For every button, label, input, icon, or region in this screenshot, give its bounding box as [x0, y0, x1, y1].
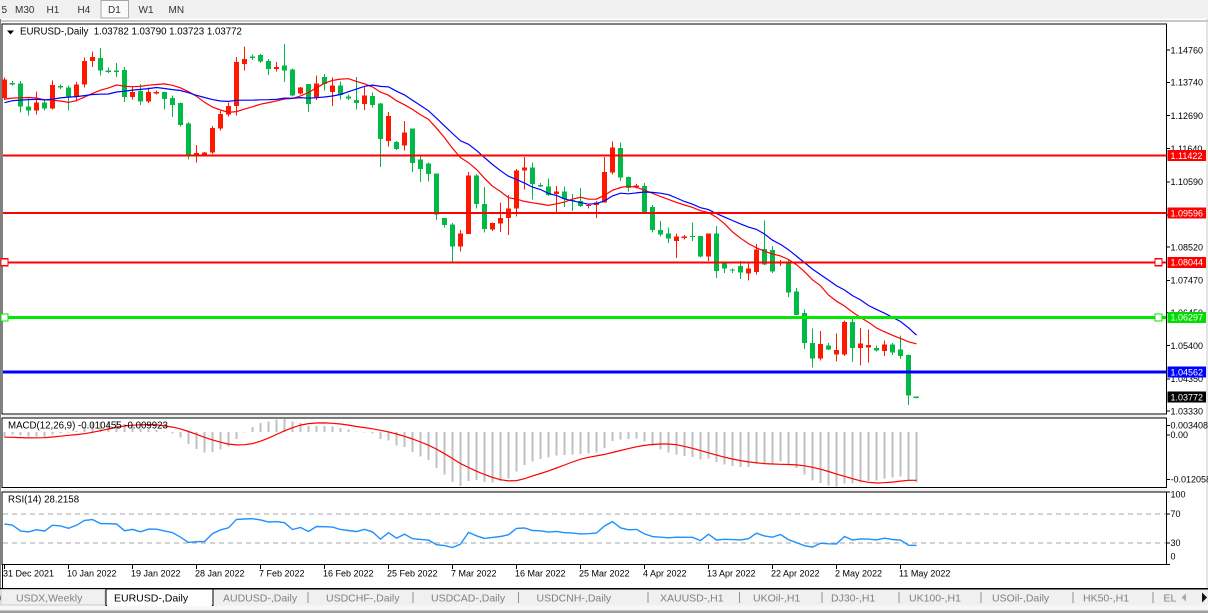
svg-text:UK100-,H1: UK100-,H1 — [909, 593, 961, 605]
svg-text:1.09596: 1.09596 — [1171, 209, 1204, 219]
svg-text:-0.012058: -0.012058 — [1171, 475, 1208, 485]
svg-text:RSI(14) 28.2158: RSI(14) 28.2158 — [8, 495, 79, 506]
svg-text:1.04562: 1.04562 — [1171, 368, 1204, 378]
svg-text:USDCHF-,Daily: USDCHF-,Daily — [326, 593, 400, 605]
svg-text:W1: W1 — [139, 5, 154, 16]
svg-text:25 Feb 2022: 25 Feb 2022 — [387, 569, 438, 579]
svg-text:1.04350: 1.04350 — [1171, 374, 1204, 384]
svg-text:13 Apr 2022: 13 Apr 2022 — [707, 569, 756, 579]
svg-text:28 Jan 2022: 28 Jan 2022 — [195, 569, 245, 579]
svg-text:XAUUSD-,H1: XAUUSD-,H1 — [660, 593, 724, 605]
svg-text:16 Mar 2022: 16 Mar 2022 — [515, 569, 566, 579]
svg-text:H1: H1 — [47, 5, 60, 16]
svg-text:USDX,Weekly: USDX,Weekly — [16, 593, 83, 605]
svg-text:0: 0 — [1171, 552, 1176, 562]
svg-text:1.14760: 1.14760 — [1171, 45, 1204, 55]
svg-text:4 Apr 2022: 4 Apr 2022 — [643, 569, 687, 579]
svg-text:USDCNH-,Daily: USDCNH-,Daily — [537, 593, 612, 605]
svg-text:11 May 2022: 11 May 2022 — [899, 569, 950, 579]
svg-text:5: 5 — [2, 5, 8, 16]
svg-text:EURUSD-,Daily 1.03782 1.03790: EURUSD-,Daily 1.03782 1.03790 1.03723 1.… — [20, 27, 242, 38]
svg-text:AUDUSD-,Daily: AUDUSD-,Daily — [223, 593, 298, 605]
svg-text:1.08044: 1.08044 — [1171, 258, 1204, 268]
svg-text:1.08520: 1.08520 — [1171, 242, 1204, 252]
svg-text:1.10590: 1.10590 — [1171, 177, 1204, 187]
svg-text:0.00: 0.00 — [1171, 430, 1189, 440]
svg-text:MN: MN — [169, 5, 185, 16]
svg-text:UKOil-,H1: UKOil-,H1 — [753, 593, 800, 605]
svg-text:16 Feb 2022: 16 Feb 2022 — [323, 569, 374, 579]
svg-text:30: 30 — [1171, 538, 1181, 548]
svg-text:10 Jan 2022: 10 Jan 2022 — [67, 569, 117, 579]
svg-text:31 Dec 2021: 31 Dec 2021 — [3, 569, 54, 579]
svg-text:2 May 2022: 2 May 2022 — [835, 569, 882, 579]
svg-text:H4: H4 — [78, 5, 91, 16]
svg-text:DJ30-,H1: DJ30-,H1 — [831, 593, 876, 605]
svg-text:MACD(12,26,9) -0.010455 -0.009: MACD(12,26,9) -0.010455 -0.009923 — [8, 421, 168, 432]
svg-text:HK50-,H1: HK50-,H1 — [1083, 593, 1129, 605]
svg-text:7 Feb 2022: 7 Feb 2022 — [259, 569, 305, 579]
svg-text:0.003408: 0.003408 — [1171, 421, 1208, 431]
svg-text:7 Mar 2022: 7 Mar 2022 — [451, 569, 497, 579]
svg-text:25 Mar 2022: 25 Mar 2022 — [579, 569, 630, 579]
svg-text:D1: D1 — [108, 5, 121, 16]
svg-text:USDCAD-,Daily: USDCAD-,Daily — [431, 593, 506, 605]
svg-text:EURUSD-,Daily: EURUSD-,Daily — [114, 593, 189, 605]
svg-text:1.07470: 1.07470 — [1171, 276, 1204, 286]
svg-text:USOil-,Daily: USOil-,Daily — [992, 593, 1050, 605]
svg-text:19 Jan 2022: 19 Jan 2022 — [131, 569, 181, 579]
svg-text:M30: M30 — [15, 5, 35, 16]
svg-text:1.11422: 1.11422 — [1171, 151, 1203, 161]
svg-text:1.03330: 1.03330 — [1171, 406, 1204, 416]
svg-text:1.05400: 1.05400 — [1171, 341, 1204, 351]
svg-text:100: 100 — [1171, 490, 1186, 500]
svg-text:1.06297: 1.06297 — [1171, 313, 1204, 323]
svg-text:22 Apr 2022: 22 Apr 2022 — [771, 569, 820, 579]
svg-text:1.11640: 1.11640 — [1171, 144, 1203, 154]
svg-text:1.03772: 1.03772 — [1171, 392, 1204, 402]
svg-text:1.12690: 1.12690 — [1171, 111, 1204, 121]
svg-text:1.13740: 1.13740 — [1171, 78, 1204, 88]
svg-text:EL: EL — [1164, 593, 1177, 605]
svg-text:70: 70 — [1171, 509, 1181, 519]
